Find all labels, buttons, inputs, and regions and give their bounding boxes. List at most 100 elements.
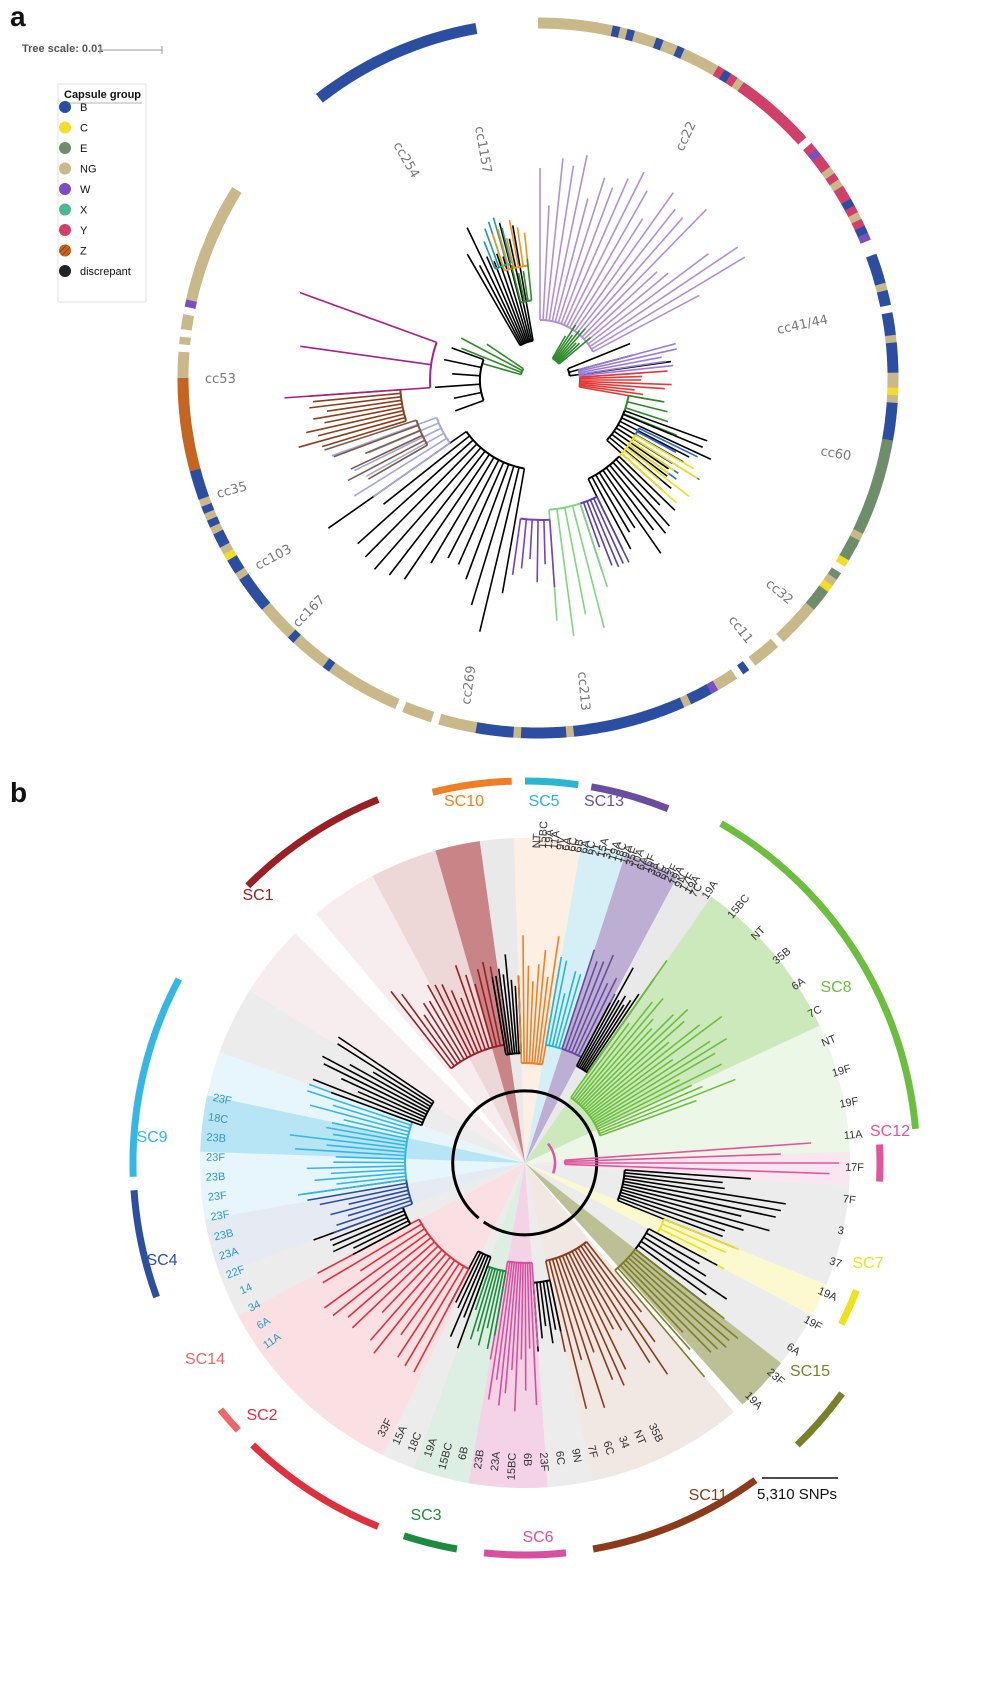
tree-a-clade-9: [622, 394, 677, 436]
ring-segment: [827, 567, 842, 581]
ring-segment: [504, 726, 514, 738]
cluster-label-sc2: SC2: [246, 1407, 277, 1424]
serotype-label: 19A: [607, 839, 624, 862]
ring-segment: [852, 522, 867, 535]
ring-segment: [183, 305, 196, 317]
ring-segment: [761, 100, 775, 115]
ring-segment: [823, 573, 837, 587]
serotype-label: 37: [828, 1255, 843, 1270]
ring-segment: [855, 515, 870, 528]
ring-segment: [617, 27, 629, 40]
cluster-label-sc6: SC6: [522, 1529, 553, 1546]
cluster-wedge: [525, 1163, 734, 1481]
serotype-label: 23B: [213, 1227, 235, 1243]
ring-segment: [180, 320, 193, 331]
ring-segment: [777, 115, 792, 130]
cluster-arc-sc6: [483, 1549, 567, 1559]
ring-segment: [838, 548, 853, 562]
ring-segment: [512, 726, 522, 739]
ring-segment: [347, 674, 361, 689]
cc-label-cc53: cc53: [205, 372, 236, 387]
serotype-label: 34: [246, 1298, 262, 1314]
ring-segment: [444, 715, 456, 729]
ring-segment: [788, 126, 802, 140]
ring-segment: [437, 713, 449, 727]
cluster-arc-sc9: [129, 977, 182, 1177]
cluster-arc-sc8: [719, 820, 919, 1130]
ring-segment: [864, 495, 878, 507]
ring-segment: [238, 572, 253, 586]
cc-label-cc32: cc32: [762, 577, 795, 608]
cluster-arc-sc10: [431, 777, 512, 796]
cluster-arc-sc3: [402, 1532, 458, 1553]
cluster-wedge: [513, 838, 582, 1163]
ring-segment: [651, 705, 664, 719]
ring-segment: [574, 19, 585, 32]
ring-segment: [608, 718, 620, 732]
ring-segment: [623, 714, 635, 728]
ring-segment: [712, 65, 726, 80]
serotype-label: 23F: [537, 1452, 550, 1472]
legend-swatch-y: [59, 224, 71, 236]
ring-segment: [793, 131, 807, 146]
cluster-arcs: SC10 SC5 SC13 SC1 SC8 SC9 SC12 SC4 SC7 SC14 SC15 SC…: [129, 777, 919, 1559]
legend-label-c: C: [80, 123, 88, 135]
ring-segment: [809, 591, 824, 605]
serotype-label: 19A: [618, 843, 636, 866]
tree-b-clade-20: [289, 1083, 414, 1196]
cc-label-cc1157: cc1157: [471, 125, 494, 174]
ring-segment: [743, 86, 757, 101]
ring-segment: [861, 502, 876, 514]
ring-segment: [394, 698, 407, 712]
ring-gap: [224, 93, 324, 204]
ring-segment: [594, 721, 605, 734]
cluster-arc-sc15: [794, 1391, 845, 1448]
ring-segment: [766, 105, 781, 120]
ring-segment: [559, 18, 570, 30]
ring-segment: [699, 58, 713, 73]
ring-segment: [693, 55, 706, 69]
ring-segment: [881, 431, 895, 442]
serotype-label: 38: [646, 861, 662, 877]
cluster-wedge: [525, 1163, 782, 1405]
ring-segment: [680, 48, 693, 63]
cc-label-cc254: cc254: [390, 140, 423, 181]
ring-segment: [736, 661, 750, 675]
ring-segment: [632, 30, 644, 44]
cluster-label-sc8: SC8: [820, 979, 851, 996]
ring-segment: [203, 508, 218, 521]
ring-segment: [884, 416, 897, 427]
ring-segment: [481, 723, 492, 736]
tree-a-clade-16: [511, 517, 556, 588]
ring-segment: [881, 312, 894, 323]
ring-segment: [780, 623, 795, 638]
ring-segment: [665, 700, 678, 714]
ring-segment: [785, 618, 800, 633]
ring-segment: [459, 719, 471, 732]
legend-swatch-c: [59, 121, 71, 134]
ring-segment: [849, 528, 864, 542]
cluster-wedge: [382, 1163, 525, 1469]
ring-segment: [596, 22, 607, 35]
ring-segment: [630, 712, 642, 726]
ring-segment: [247, 584, 262, 599]
ring-segment: [658, 703, 671, 717]
tree-a-clade-10: [606, 410, 712, 491]
serotype-label: 15BC: [725, 892, 752, 921]
ring-segment: [292, 634, 307, 648]
cluster-arc-sc2: [250, 1442, 380, 1530]
ring-segment: [829, 179, 844, 193]
ring-segment: [422, 709, 435, 723]
ring-segment: [380, 692, 393, 706]
ring-segment: [615, 716, 627, 730]
ring-segment: [875, 282, 888, 294]
ring-segment: [775, 628, 789, 643]
ring-segment: [321, 657, 336, 672]
ring-segment: [764, 638, 779, 653]
cluster-wedge: [525, 1163, 812, 1364]
serotype-label: 3: [837, 1225, 845, 1238]
legend-swatch-z: [59, 244, 71, 257]
tree-a-clade-0: [466, 222, 534, 347]
legend-swatch-ng: [59, 162, 71, 175]
cc-label-cc269: cc269: [459, 665, 479, 706]
